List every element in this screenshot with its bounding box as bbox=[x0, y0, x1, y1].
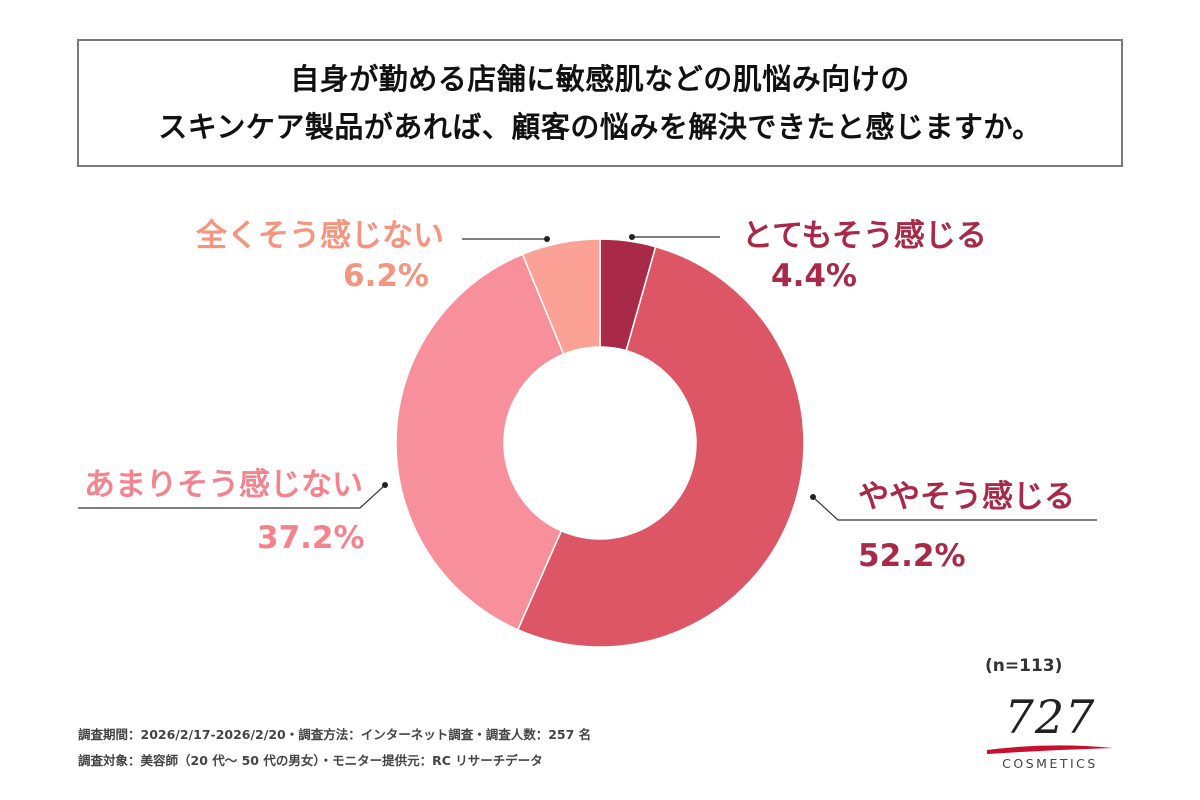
leader-dot-not-much bbox=[382, 482, 388, 488]
label-not-much: あまりそう感じない bbox=[84, 467, 363, 503]
question-title-box: 自身が勤める店舗に敏感肌などの肌悩み向けの スキンケア製品があれば、顧客の悩みを… bbox=[77, 39, 1123, 167]
slice-somewhat bbox=[516, 245, 805, 648]
value-very-much: 4.4% bbox=[771, 258, 857, 294]
survey-footnote-2: 調査対象：美容師（20 代～ 50 代の男女）・モニター提供元：RC リサーチデ… bbox=[78, 753, 543, 768]
logo-swoosh bbox=[987, 745, 1113, 754]
label-not-at-all: 全くそう感じない bbox=[196, 218, 444, 254]
leader-dot-not-at-all bbox=[544, 236, 550, 242]
value-somewhat: 52.2% bbox=[858, 538, 966, 574]
logo-text: COSMETICS bbox=[1002, 756, 1098, 771]
logo-number: 727 bbox=[1004, 690, 1096, 744]
value-not-much: 37.2% bbox=[257, 520, 365, 556]
sample-size-label: (n=113) bbox=[985, 656, 1063, 676]
value-not-at-all: 6.2% bbox=[343, 258, 429, 294]
leader-dot-very-much bbox=[629, 234, 635, 240]
leader-dot-somewhat bbox=[810, 494, 816, 500]
brand-logo: 727 COSMETICS bbox=[985, 690, 1125, 785]
slice-not-at-all bbox=[521, 238, 601, 356]
question-title-line-2: スキンケア製品があれば、顧客の悩みを解決できたと感じますか。 bbox=[158, 110, 1042, 144]
question-title-line-1: 自身が勤める店舗に敏感肌などの肌悩み向けの bbox=[290, 62, 910, 96]
label-somewhat: ややそう感じる bbox=[858, 479, 1075, 515]
slice-not-much bbox=[395, 253, 565, 631]
survey-footnote-1: 調査期間：2026/2/17-2026/2/20・調査方法：インターネット調査・… bbox=[78, 727, 592, 742]
leader-line-somewhat bbox=[812, 496, 1097, 521]
label-very-much: とてもそう感じる bbox=[742, 218, 987, 254]
leader-line-not-much bbox=[78, 484, 386, 509]
